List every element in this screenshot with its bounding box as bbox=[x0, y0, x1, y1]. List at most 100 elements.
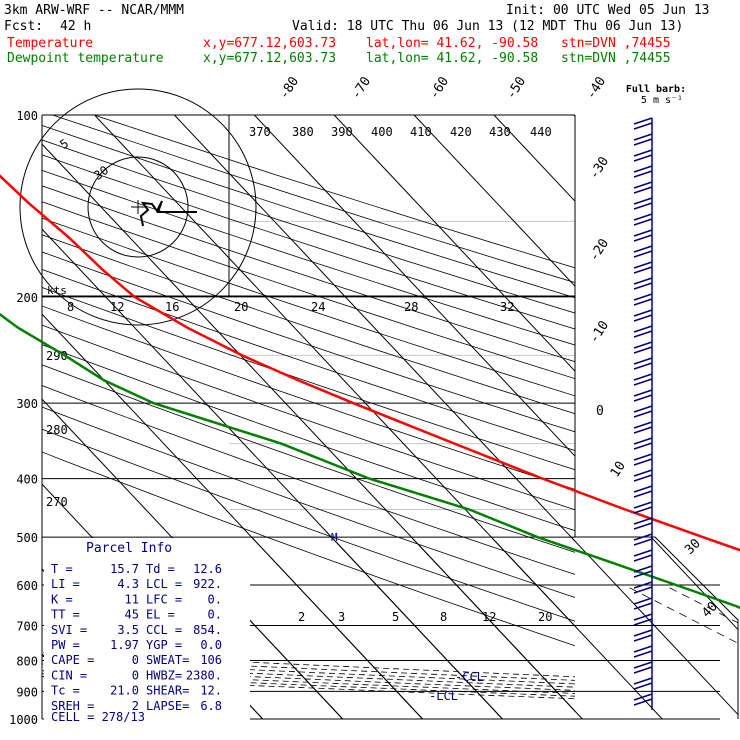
wind-barb bbox=[633, 629, 653, 646]
pressure-tick-label: 600 bbox=[16, 579, 38, 593]
isotherm-line bbox=[653, 537, 738, 719]
wind-barb bbox=[633, 645, 653, 662]
dry-adiabat-line bbox=[42, 344, 575, 532]
parcel-info-panel: Parcel Info T = 15.7 Td = 12.6 LI = 4.3 LCL = 9… bbox=[44, 538, 250, 724]
moist-adiabat-line bbox=[42, 659, 575, 685]
mixing-ratio-label: 8 bbox=[440, 610, 447, 624]
wind-barb bbox=[633, 325, 653, 342]
dry-adiabat-line bbox=[42, 217, 575, 397]
wind-barb bbox=[633, 549, 653, 566]
ccl-marker: -CCL bbox=[455, 670, 484, 684]
parcel-value: 3.5 bbox=[117, 623, 139, 637]
wind-barb bbox=[633, 469, 653, 486]
pressure-tick-label: 800 bbox=[16, 654, 38, 668]
barb-legend-value: 5 m s⁻¹ bbox=[641, 95, 683, 106]
parcel-info-rows: T = 15.7 Td = 12.6 LI = 4.3 LCL = 922. K = 11 LFC … bbox=[51, 562, 222, 713]
hodograph: 5 30 kts bbox=[19, 88, 257, 326]
wind-barb bbox=[633, 693, 653, 710]
dewpoint-station: stn=DVN ,74455 bbox=[561, 51, 671, 66]
m-marker: M bbox=[331, 531, 338, 544]
theta-label: 400 bbox=[371, 125, 393, 139]
wind-barb bbox=[633, 533, 653, 550]
parcel-value: 45 bbox=[125, 608, 139, 622]
dry-adiabat-line bbox=[42, 305, 575, 490]
hodograph-ring-inner bbox=[87, 156, 189, 258]
dewpoint-latlon: lat,lon= 41.62, -90.58 bbox=[366, 51, 539, 66]
theta-label: 370 bbox=[249, 125, 271, 139]
isotherm-line bbox=[174, 115, 575, 542]
init-time: Init: 00 UTC Wed 05 Jun 13 bbox=[506, 3, 710, 18]
isotherm-label: 30 bbox=[682, 536, 704, 558]
upper-temp-label: 24 bbox=[311, 300, 325, 314]
wind-barb bbox=[633, 293, 653, 310]
pressure-tick-label: 200 bbox=[16, 291, 38, 305]
wind-barb bbox=[633, 181, 653, 198]
isotherm-line bbox=[654, 115, 740, 719]
parcel-value: 2 bbox=[132, 699, 139, 713]
parcel-label: T = bbox=[51, 562, 73, 576]
moist-adiabat-line bbox=[42, 663, 575, 688]
dewpoint-series bbox=[0, 312, 740, 610]
wind-barb bbox=[633, 373, 653, 390]
dry-adiabat-line bbox=[42, 234, 575, 415]
wind-barb bbox=[633, 485, 653, 502]
forecast-label: Fcst: bbox=[4, 19, 44, 34]
theta-label: 430 bbox=[489, 125, 511, 139]
isotherm-line bbox=[333, 115, 575, 372]
pressure-tick-label: 300 bbox=[16, 397, 38, 411]
hodograph-ring-label-30: 30 bbox=[91, 163, 111, 183]
isotherm-label: -50 bbox=[504, 74, 529, 102]
dry-adiabat-line bbox=[42, 185, 575, 363]
parcel-label: CIN = bbox=[51, 668, 87, 682]
theta-label: 420 bbox=[450, 125, 472, 139]
wind-barb bbox=[633, 309, 653, 326]
wind-barb bbox=[633, 149, 653, 166]
parcel-value: 0 bbox=[132, 668, 139, 682]
wind-barb bbox=[633, 117, 653, 134]
hodograph-ring-outer bbox=[19, 88, 257, 326]
temperature-legend: Temperature bbox=[7, 36, 94, 51]
wind-barb bbox=[633, 405, 653, 422]
dry-adiabat-line bbox=[42, 385, 575, 575]
lcl-marker: -LCL bbox=[429, 689, 458, 703]
lower-right-axis bbox=[575, 536, 739, 719]
parcel-value: 1.97 bbox=[110, 638, 139, 652]
parcel-label: CAPE = bbox=[51, 653, 94, 667]
mixing-ratio-line bbox=[663, 584, 738, 719]
upper-temp-label: 28 bbox=[404, 300, 418, 314]
mixing-ratio-label: 12 bbox=[482, 610, 496, 624]
isotherm-line bbox=[253, 537, 738, 719]
mixing-ratio-label: 20 bbox=[538, 610, 552, 624]
isotherm-line bbox=[493, 115, 575, 202]
isotherm-line bbox=[42, 537, 503, 719]
parcel-label: SWEAT= bbox=[146, 653, 189, 667]
theta-label: 380 bbox=[292, 125, 314, 139]
parcel-label: SHEAR= bbox=[146, 684, 189, 698]
upper-temp-label: 20 bbox=[234, 300, 248, 314]
mixing-ratio-label: 2 bbox=[298, 610, 305, 624]
wind-barbs bbox=[633, 117, 653, 710]
wind-barb bbox=[633, 245, 653, 262]
dry-adiabat-line bbox=[42, 269, 575, 451]
isotherm-line bbox=[253, 115, 575, 457]
wind-barb bbox=[633, 597, 653, 614]
hodograph-trace bbox=[139, 200, 197, 227]
parcel-label: LFC = bbox=[146, 592, 182, 606]
parcel-label: LCL = bbox=[146, 577, 182, 591]
isotherm-label: -10 bbox=[587, 318, 612, 346]
parcel-label: SVI = bbox=[51, 623, 87, 637]
parcel-value: 11 bbox=[125, 592, 139, 606]
parcel-value: 922. bbox=[193, 577, 222, 591]
parcel-value: 2380. bbox=[186, 668, 222, 682]
wind-barb bbox=[633, 277, 653, 294]
upper-temp-label: 8 bbox=[67, 300, 74, 314]
isotherm-label: -60 bbox=[427, 74, 452, 102]
temperature-series bbox=[0, 174, 740, 552]
parcel-label: CCL = bbox=[146, 623, 182, 637]
mixing-ratio-label: 3 bbox=[338, 610, 345, 624]
parcel-value: 6.8 bbox=[200, 699, 222, 713]
parcel-info-background bbox=[44, 538, 250, 724]
isotherm-label: -40 bbox=[584, 74, 609, 102]
pressure-tick-label: 1000 bbox=[9, 713, 38, 727]
parcel-label: YGP = bbox=[146, 638, 182, 652]
